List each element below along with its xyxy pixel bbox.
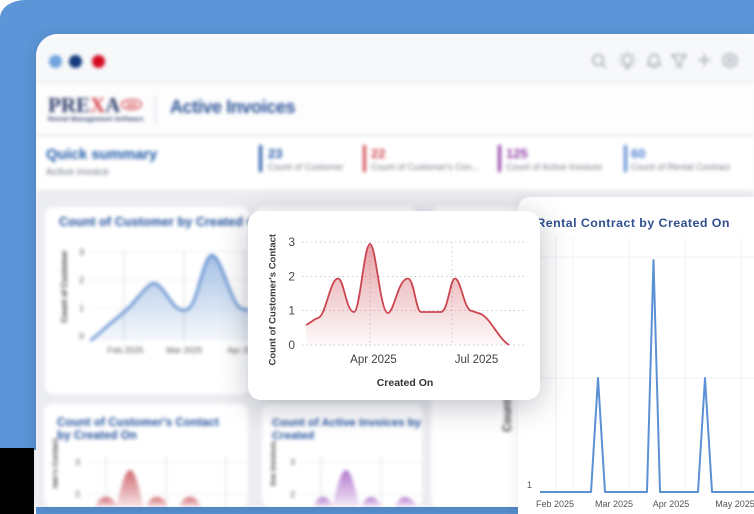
svg-text:365: 365 [126,102,137,109]
svg-text:3: 3 [288,235,295,249]
svg-text:1: 1 [527,480,532,490]
svg-text:0: 0 [288,338,295,352]
svg-text:Mar 2025: Mar 2025 [595,499,633,509]
svg-text:Jul 2025: Jul 2025 [455,354,498,366]
svg-text:2: 2 [288,270,295,284]
svg-text:Feb 2025: Feb 2025 [536,499,574,509]
svg-text:Created On: Created On [377,377,434,389]
svg-text:May 2025: May 2025 [715,499,754,509]
svg-text:1: 1 [288,304,295,318]
svg-text:Apr 2025: Apr 2025 [653,499,690,509]
svg-text:Apr 2025: Apr 2025 [350,354,397,366]
